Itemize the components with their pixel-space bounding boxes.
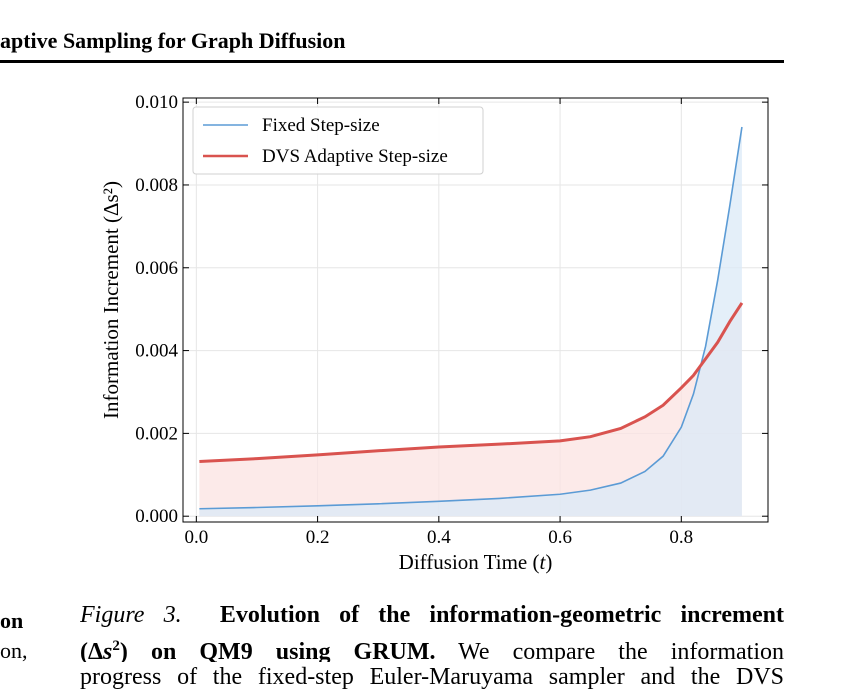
legend-label-dvs-adaptive: DVS Adaptive Step-size <box>262 146 448 167</box>
fixed-step-line <box>199 126 743 510</box>
caption-bold-2: on QM9 using GRUM. <box>150 639 436 662</box>
x-tick-label: 0.8 <box>669 527 693 548</box>
x-tick-label: 0.6 <box>548 527 572 548</box>
running-header: aptive Sampling for Graph Diffusion <box>0 28 346 53</box>
fixed-step-fill <box>199 126 742 517</box>
x-axis-label: Diffusion Time (t) <box>399 550 553 574</box>
caption-line-3: progress of the fixed-step Euler-Maruyam… <box>80 664 784 690</box>
y-tick-label: 0.002 <box>135 423 178 444</box>
header-rule <box>0 60 784 63</box>
y-tick-label: 0.004 <box>135 341 178 362</box>
caption-label: Figure 3. <box>80 602 182 628</box>
x-tick-label: 0.2 <box>306 527 330 548</box>
chart-ticks: 0.0 0.2 0.4 0.6 0.8 0.000 0.002 0.004 0.006 0.008… <box>135 92 768 548</box>
y-tick-label: 0.006 <box>135 258 178 279</box>
y-tick-label: 0.010 <box>135 92 178 113</box>
chart-legend: Fixed Step-size DVS Adaptive Step-size <box>192 106 484 175</box>
chart-lines <box>199 126 744 510</box>
y-tick-label: 0.000 <box>135 506 178 527</box>
caption-text-1: We compare the information <box>458 639 784 662</box>
dvs-adaptive-fill <box>199 302 742 517</box>
plot-frame <box>182 97 769 523</box>
figure-caption: Figure 3. Evolution of the information-g… <box>80 600 784 693</box>
legend-label-fixed-step: Fixed Step-size <box>262 115 380 136</box>
chart: 0.0 0.2 0.4 0.6 0.8 0.000 0.002 0.004 0.006 0.008… <box>99 92 769 574</box>
y-axis-label: Information Increment (Δs²) <box>99 181 123 419</box>
left-column-fragment-1: on <box>0 608 24 633</box>
caption-bold-1: Evolution of the information-geometric i… <box>219 602 784 628</box>
caption-math: (Δs2) <box>80 638 128 662</box>
caption-line-2: (Δs2) on QM9 using GRUM. We compare the … <box>80 631 784 662</box>
left-column-fragment-2: on, <box>0 638 28 663</box>
chart-fills <box>199 126 742 517</box>
y-tick-label: 0.008 <box>135 175 178 196</box>
dvs-adaptive-line <box>199 302 744 464</box>
caption-line-1: Figure 3. Evolution of the information-g… <box>80 600 784 631</box>
x-tick-label: 0.0 <box>184 527 208 548</box>
legend-box <box>192 106 484 175</box>
x-tick-label: 0.4 <box>427 527 451 548</box>
